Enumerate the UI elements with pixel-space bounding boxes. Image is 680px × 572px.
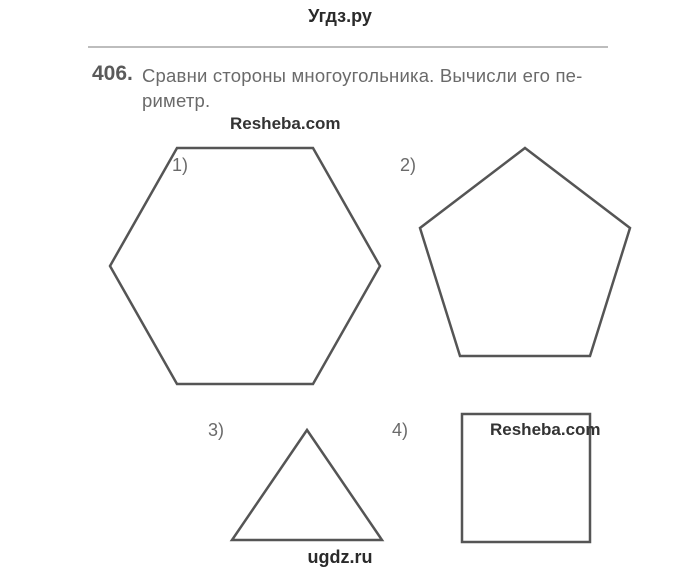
label-4: 4) xyxy=(392,420,408,441)
triangle-shape xyxy=(232,430,382,545)
hexagon-polygon xyxy=(110,148,380,384)
watermark-bottom: Resheba.com xyxy=(490,420,601,440)
footer-watermark: ugdz.ru xyxy=(0,547,680,568)
header-watermark: Угдз.ру xyxy=(0,6,680,27)
top-divider xyxy=(88,46,608,48)
label-3: 3) xyxy=(208,420,224,441)
exercise-number: 406. xyxy=(92,62,133,86)
label-2: 2) xyxy=(400,155,416,176)
pentagon-shape xyxy=(420,148,630,364)
watermark-top: Resheba.com xyxy=(230,114,341,134)
pentagon-polygon xyxy=(420,148,630,356)
hexagon-shape xyxy=(110,148,380,390)
triangle-polygon xyxy=(232,430,382,540)
exercise-text: Сравни стороны многоугольника. Вычисли е… xyxy=(142,64,616,114)
